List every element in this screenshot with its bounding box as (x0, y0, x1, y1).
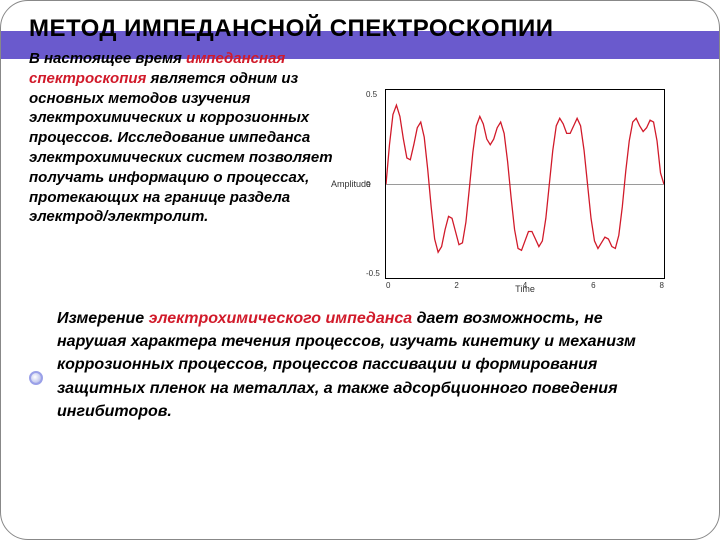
chart-xticks: 0 2 4 6 8 (386, 281, 664, 290)
xtick: 6 (591, 281, 595, 290)
ytick: 0 (366, 180, 380, 189)
chart-yticks: 0.5 0 -0.5 (366, 90, 380, 278)
xtick: 4 (523, 281, 527, 290)
xtick: 8 (660, 281, 664, 290)
p2-lead: Измерение (57, 310, 149, 327)
chart-column: Amplitude Time 0.5 0 -0.5 0 2 4 6 8 (359, 49, 691, 279)
xtick: 2 (454, 281, 458, 290)
summary-paragraph: Измерение электрохимического импеданса д… (29, 307, 691, 423)
xtick: 0 (386, 281, 390, 290)
slide-frame: МЕТОД ИМПЕДАНСНОЙ СПЕКТРОСКОПИИ В настоя… (0, 0, 720, 540)
p2-highlight: электрохимического импеданса (149, 310, 413, 327)
intro-paragraph: В настоящее время импедансная спектроско… (29, 49, 349, 279)
waveform-chart: Amplitude Time 0.5 0 -0.5 0 2 4 6 8 (385, 89, 665, 279)
p1-rest: является одним из основных методов изуче… (29, 70, 333, 226)
ytick: 0.5 (366, 90, 380, 99)
p1-lead: В настоящее время (29, 50, 186, 67)
content-row: В настоящее время импедансная спектроско… (29, 49, 691, 279)
chart-svg (386, 90, 664, 279)
ytick: -0.5 (366, 269, 380, 278)
slide-title: МЕТОД ИМПЕДАНСНОЙ СПЕКТРОСКОПИИ (29, 15, 691, 43)
bullet-icon (29, 371, 43, 385)
